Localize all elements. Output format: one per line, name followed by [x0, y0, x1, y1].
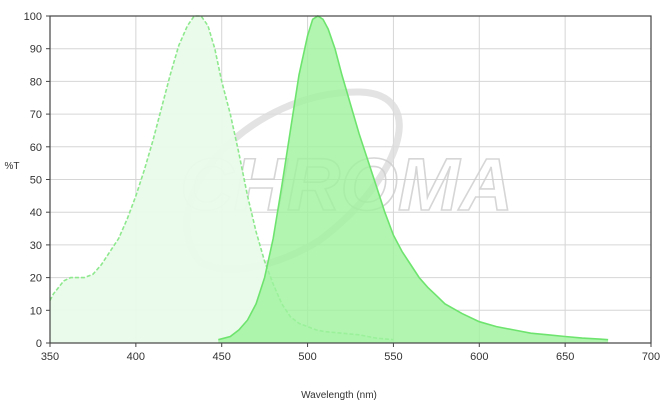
- x-tick-label: 600: [470, 351, 488, 363]
- y-tick-label: 30: [30, 240, 42, 252]
- y-tick-label: 20: [30, 273, 42, 285]
- series-1-area: [50, 16, 394, 343]
- y-tick-label: 100: [24, 11, 42, 23]
- x-tick-label: 500: [298, 351, 316, 363]
- x-axis-label: Wavelength (nm): [301, 390, 377, 401]
- x-tick-label: 550: [384, 351, 402, 363]
- y-axis-label: %T: [5, 161, 20, 172]
- y-tick-label: 70: [30, 109, 42, 121]
- y-tick-label: 40: [30, 207, 42, 219]
- y-tick-label: 10: [30, 305, 42, 317]
- x-tick-label: 350: [41, 351, 59, 363]
- x-tick-label: 700: [642, 351, 660, 363]
- x-axis-ticks: 350 400 450 500 550 600 650 700: [41, 343, 660, 363]
- y-axis-ticks: 0 10 20 30 40 50 60 70 80 90 100: [24, 11, 50, 350]
- y-tick-label: 60: [30, 142, 42, 154]
- y-tick-label: 0: [36, 338, 42, 350]
- series-2-area: [218, 16, 609, 343]
- x-tick-label: 650: [556, 351, 574, 363]
- x-tick-label: 400: [127, 351, 145, 363]
- y-tick-label: 80: [30, 76, 42, 88]
- y-tick-label: 50: [30, 175, 42, 187]
- x-tick-label: 450: [213, 351, 231, 363]
- series-2-line: [218, 15, 609, 341]
- y-tick-label: 90: [30, 44, 42, 56]
